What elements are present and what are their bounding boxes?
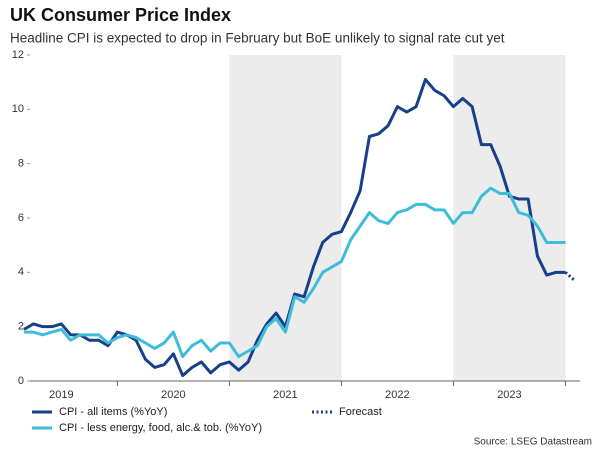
x-tick-label: 2022 — [385, 389, 409, 401]
legend-label: CPI - less energy, food, alc.& tob. (%Yo… — [59, 422, 262, 434]
chart-title: UK Consumer Price Index — [10, 5, 231, 25]
background-bands — [229, 55, 566, 381]
x-tick-label: 2023 — [497, 389, 521, 401]
y-tick-label: 0 — [18, 375, 24, 387]
x-tick-label: 2021 — [273, 389, 297, 401]
x-tick-label: 2019 — [49, 389, 73, 401]
legend-label: Forecast — [339, 406, 382, 418]
chart-subtitle: Headline CPI is expected to drop in Febr… — [10, 31, 505, 46]
x-tick-label: 2020 — [161, 389, 185, 401]
y-tick-label: 12 — [12, 49, 24, 61]
y-tick-label: 8 — [18, 158, 24, 170]
source-note: Source: LSEG Datastream — [474, 437, 592, 448]
y-tick-label: 10 — [12, 103, 24, 115]
series-line — [564, 271, 576, 282]
y-tick-label: 6 — [18, 212, 24, 224]
y-tick-label: 2 — [18, 321, 24, 333]
series-line — [24, 186, 566, 359]
y-tick-label: 4 — [18, 266, 24, 278]
legend-label: CPI - all items (%YoY) — [59, 406, 167, 418]
series-line — [23, 77, 566, 378]
